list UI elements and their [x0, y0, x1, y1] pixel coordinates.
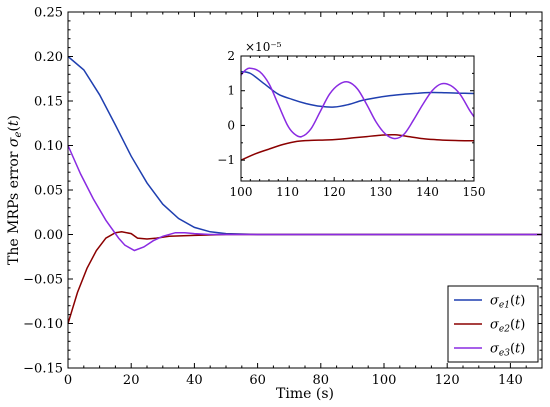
y-tick-label: 0.20 [34, 50, 63, 65]
x-tick-label: 0 [64, 373, 72, 388]
inset-series-line-1 [241, 70, 474, 108]
inset-frame [240, 55, 475, 182]
legend-label-2: σe2(t) [490, 318, 525, 335]
y-axis-label: The MRPs error σe(t) [6, 115, 24, 265]
y-tick-label: 0.10 [34, 139, 63, 154]
inset-y-tick-label: 2 [227, 49, 235, 63]
y-tick-label: −0.10 [23, 317, 63, 332]
inset-scale-label: ×10⁻⁵ [245, 40, 282, 54]
y-tick-label: −0.05 [23, 273, 63, 288]
inset-x-tick-label: 110 [276, 185, 299, 199]
inset-y-tick-label: −1 [217, 153, 235, 167]
x-tick-label: 140 [498, 373, 523, 388]
inset-y-tick-label: 0 [227, 118, 235, 132]
legend: σe1(t) σe2(t) σe3(t) [447, 285, 539, 363]
x-tick-label: 60 [249, 373, 266, 388]
x-tick-label: 120 [435, 373, 460, 388]
inset-x-tick-label: 120 [323, 185, 346, 199]
inset-plot: 100 110 120 130 140 150 −1 0 1 2 ×10⁻⁵ [217, 40, 485, 199]
x-tick-label: 40 [186, 373, 203, 388]
legend-label-1: σe1(t) [490, 294, 525, 311]
inset-lines [241, 67, 474, 161]
x-tick-label: 80 [313, 373, 330, 388]
main-plot: 0 20 40 60 80 100 120 140−0.15−0.10−0.050.000.0… [23, 6, 543, 388]
legend-label-3: σe3(t) [490, 342, 525, 359]
inset-y-tick-label: 1 [227, 84, 235, 98]
y-tick-label: 0.15 [34, 95, 63, 110]
inset-x-tick-label: 130 [369, 185, 392, 199]
y-tick-label: −0.15 [23, 362, 63, 377]
inset-x-tick-label: 100 [230, 185, 253, 199]
series-line-3 [67, 145, 542, 252]
inset-x-tick-label: 150 [463, 185, 486, 199]
y-tick-label: 0.25 [34, 6, 63, 21]
inset-x-tick-label: 140 [416, 185, 439, 199]
x-tick-label: 100 [372, 373, 397, 388]
x-axis-label: Time (s) [276, 386, 334, 402]
inset-series-line-2 [241, 133, 474, 161]
y-tick-label: 0.05 [34, 184, 63, 199]
inset-background [241, 56, 474, 181]
x-tick-label: 20 [123, 373, 140, 388]
inset-series-line-3 [241, 67, 474, 140]
y-tick-label: 0.00 [34, 228, 63, 243]
